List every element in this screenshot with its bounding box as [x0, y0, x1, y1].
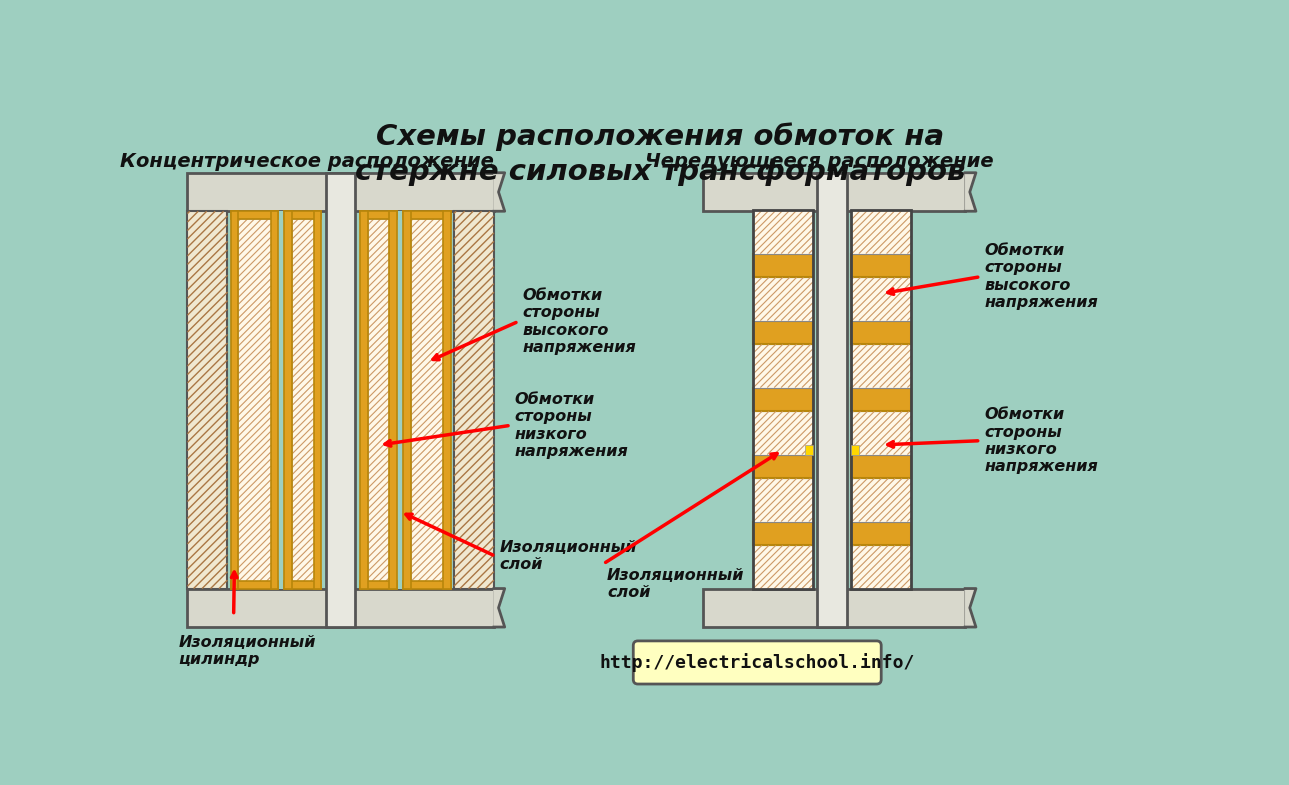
- FancyBboxPatch shape: [633, 641, 882, 684]
- Text: Обмотки
стороны
высокого
напряжения: Обмотки стороны высокого напряжения: [522, 288, 637, 355]
- Bar: [360, 211, 397, 219]
- Bar: [443, 211, 451, 589]
- Bar: [753, 345, 812, 388]
- Text: Концентрическое расположение: Концентрическое расположение: [120, 152, 494, 170]
- Text: Схемы расположения обмоток на
стержне силовых трансформаторов: Схемы расположения обмоток на стержне си…: [354, 122, 965, 186]
- Bar: [285, 211, 293, 589]
- Bar: [389, 211, 397, 589]
- Text: http://electricalschool.info/: http://electricalschool.info/: [599, 653, 915, 672]
- Bar: [360, 581, 397, 589]
- Bar: [238, 219, 271, 581]
- Bar: [704, 173, 965, 211]
- Text: Чередующееся расположение: Чередующееся расположение: [644, 152, 993, 170]
- Bar: [753, 388, 812, 411]
- Bar: [753, 210, 812, 589]
- Polygon shape: [965, 173, 976, 211]
- Bar: [806, 445, 812, 455]
- Bar: [817, 173, 847, 627]
- Bar: [278, 211, 285, 589]
- Text: Обмотки
стороны
высокого
напряжения: Обмотки стороны высокого напряжения: [985, 243, 1098, 310]
- Bar: [231, 581, 278, 589]
- Bar: [454, 211, 494, 589]
- Bar: [403, 581, 451, 589]
- Bar: [753, 521, 812, 546]
- Bar: [285, 581, 321, 589]
- Bar: [851, 210, 911, 254]
- Text: Обмотки
стороны
низкого
напряжения: Обмотки стороны низкого напряжения: [985, 407, 1098, 474]
- Bar: [187, 173, 494, 211]
- Polygon shape: [494, 589, 505, 627]
- Bar: [851, 546, 911, 589]
- Bar: [753, 411, 812, 455]
- Bar: [753, 210, 812, 254]
- Bar: [326, 173, 356, 627]
- Bar: [851, 345, 911, 388]
- Bar: [851, 254, 911, 277]
- Bar: [753, 277, 812, 320]
- Bar: [403, 211, 451, 219]
- Text: Изоляционный
цилиндр: Изоляционный цилиндр: [178, 635, 316, 667]
- Text: Обмотки
стороны
низкого
напряжения: Обмотки стороны низкого напряжения: [514, 392, 629, 459]
- Bar: [753, 320, 812, 345]
- Bar: [411, 219, 443, 581]
- Bar: [271, 211, 278, 589]
- Bar: [231, 211, 278, 219]
- Bar: [851, 455, 911, 478]
- Bar: [851, 521, 911, 546]
- Bar: [285, 211, 321, 219]
- Bar: [367, 219, 389, 581]
- Bar: [187, 589, 494, 627]
- Bar: [397, 211, 403, 589]
- Bar: [753, 254, 812, 277]
- Bar: [753, 455, 812, 478]
- Bar: [360, 211, 367, 589]
- Bar: [313, 211, 321, 589]
- Bar: [753, 546, 812, 589]
- Bar: [753, 478, 812, 521]
- Bar: [851, 445, 858, 455]
- Text: Изоляционный
слой: Изоляционный слой: [499, 540, 637, 572]
- Bar: [851, 277, 911, 320]
- Bar: [851, 411, 911, 455]
- Bar: [704, 589, 965, 627]
- Polygon shape: [494, 173, 505, 211]
- Bar: [231, 211, 238, 589]
- Bar: [293, 219, 313, 581]
- Bar: [851, 210, 911, 589]
- Bar: [851, 478, 911, 521]
- Bar: [851, 320, 911, 345]
- Bar: [187, 211, 227, 589]
- Bar: [403, 211, 411, 589]
- Text: Изоляционный
слой: Изоляционный слой: [607, 568, 745, 601]
- Bar: [851, 388, 911, 411]
- Polygon shape: [965, 589, 976, 627]
